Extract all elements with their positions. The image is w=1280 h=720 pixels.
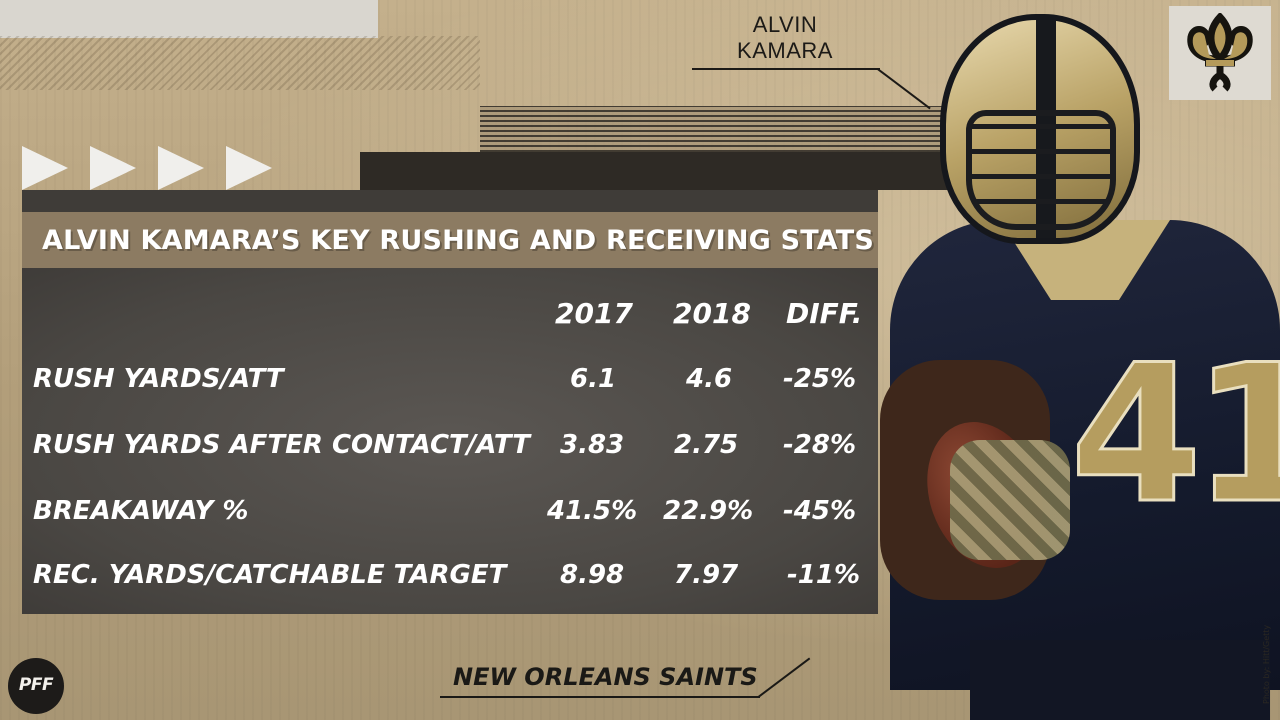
top-left-hatch — [0, 36, 480, 90]
row-value-2018: 2.75 — [674, 430, 739, 460]
row-value-diff: -25% — [783, 364, 857, 394]
stats-table: ALVIN KAMARA’S KEY RUSHING AND RECEIVING… — [22, 190, 878, 614]
column-header-2018: 2018 — [673, 297, 751, 330]
arrow-icon — [22, 146, 68, 190]
pff-logo: PFF — [8, 658, 64, 714]
arrow-icon — [226, 146, 272, 190]
team-logo — [1169, 6, 1271, 100]
row-label: RUSH YARDS/ATT — [33, 364, 284, 394]
row-value-2018: 4.6 — [686, 364, 733, 394]
row-value-diff: -28% — [783, 430, 857, 460]
row-value-2017: 6.1 — [570, 364, 617, 394]
row-value-2017: 3.83 — [560, 430, 625, 460]
row-label: REC. YARDS/CATCHABLE TARGET — [33, 560, 507, 590]
panel-top-strip — [22, 190, 878, 212]
player-pants — [970, 640, 1270, 720]
top-left-band — [0, 0, 378, 38]
player-jersey: 41 — [890, 220, 1280, 690]
table-body: 2017 2018 DIFF. RUSH YARDS/ATT 6.1 4.6 -… — [22, 268, 878, 614]
row-label: BREAKAWAY % — [33, 496, 249, 526]
table-title-band: ALVIN KAMARA’S KEY RUSHING AND RECEIVING… — [22, 212, 878, 268]
arrow-decoration — [22, 146, 282, 190]
glove — [950, 440, 1070, 560]
callout-rule — [692, 68, 880, 70]
arrow-icon — [90, 146, 136, 190]
table-title: ALVIN KAMARA’S KEY RUSHING AND RECEIVING… — [42, 224, 875, 256]
helmet — [940, 14, 1140, 244]
row-value-2017: 8.98 — [560, 560, 625, 590]
column-header-2017: 2017 — [555, 297, 633, 330]
row-value-diff: -45% — [783, 496, 857, 526]
facemask — [966, 110, 1116, 230]
hatch-bar — [480, 106, 950, 152]
pff-logo-text: PFF — [18, 675, 54, 695]
player-photo: 41 — [880, 0, 1280, 720]
player-last-name: KAMARA — [737, 38, 833, 63]
column-header-diff: DIFF. — [786, 297, 863, 330]
row-value-2018: 22.9% — [663, 496, 754, 526]
player-first-name: ALVIN — [752, 12, 818, 37]
row-value-2018: 7.97 — [674, 560, 739, 590]
footer-rule — [440, 696, 760, 698]
dark-accent-bar — [360, 152, 960, 190]
fleur-de-lis-icon — [1187, 13, 1253, 92]
player-name-callout: ALVIN KAMARA — [690, 12, 880, 72]
row-label: RUSH YARDS AFTER CONTACT/ATT — [33, 430, 530, 460]
photo-credit: Photo by: Hitt/Getty — [1262, 624, 1271, 704]
arrow-icon — [158, 146, 204, 190]
team-name: NEW ORLEANS SAINTS — [453, 663, 758, 691]
team-name-label: NEW ORLEANS SAINTS — [440, 660, 780, 694]
row-value-diff: -11% — [787, 560, 861, 590]
jersey-number: 41 — [1068, 324, 1280, 545]
row-value-2017: 41.5% — [547, 496, 638, 526]
